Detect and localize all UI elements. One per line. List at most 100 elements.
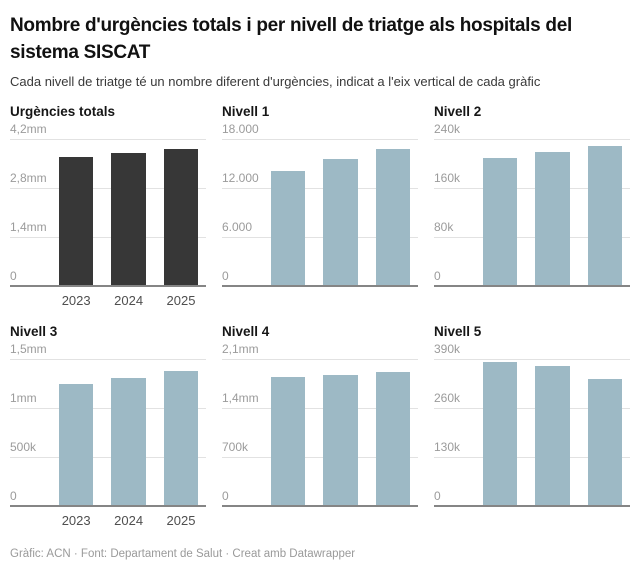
y-tick-label: 0 [10,269,17,283]
gridline [10,408,206,409]
y-tick-label: 700k [222,440,249,455]
bar-2023 [483,361,518,507]
bar-2024 [111,377,146,507]
chart-panel-2: Nivell 1 18.000 12.000 6.000 0 [222,104,418,308]
gridline [222,457,418,458]
bar-2023 [271,376,306,507]
chart-panel-6: Nivell 5 390k 260k 130k 0 [434,324,630,528]
gridline [434,359,630,360]
gridline [222,139,418,140]
gridline [10,188,206,189]
y-tick-label: 0 [10,489,17,503]
bar-2024 [535,366,570,507]
y-tick-label: 240k [434,122,461,136]
gridline [10,237,206,238]
page-title: Nombre d'urgències totals i per nivell d… [10,15,572,63]
x-axis-line [10,505,206,507]
chart-plot: 390k 260k 130k 0 [434,343,630,507]
bars-group [59,140,199,287]
chart-plot: 18.000 12.000 6.000 0 [222,123,418,287]
bars-group [59,360,199,507]
bar-2023 [59,383,94,507]
chart-plot: 4,2mm 2,8mm 1,4mm 0 [10,123,206,287]
gridline [434,457,630,458]
y-tick-label: 390k [434,342,461,356]
bar-2025 [375,371,411,507]
gridline [222,408,418,409]
bar-2023 [271,171,306,287]
chart-title: Urgències totals [10,104,116,119]
y-tick-label: 4,2mm [10,122,47,136]
x-tick-label: 2024 [114,293,144,308]
gridline [10,457,206,458]
x-tick-label: 2024 [114,513,144,528]
page-subtitle: Cada nivell de triatge té un nombre dife… [10,74,541,89]
bars-group [483,140,623,287]
gridline [222,237,418,238]
chart-panel-1: Urgències totals 4,2mm 2,8mm 1,4mm 0 2023 20… [10,104,206,308]
gridline [10,359,206,360]
bar-2023 [59,157,94,287]
chart-footer: Gràfic: ACN · Font: Departament de Salut… [10,548,356,560]
charts-grid: Urgències totals 4,2mm 2,8mm 1,4mm 0 2023 20… [10,104,630,528]
bar-2025 [163,149,199,287]
chart-title: Nivell 4 [222,324,270,339]
x-tick-label: 2023 [61,293,91,308]
y-tick-label: 160k [434,171,461,186]
chart-title: Nivell 2 [434,104,482,119]
bar-2024 [111,153,146,287]
bar-2023 [483,158,518,287]
x-axis-line [222,505,418,507]
bars-group [483,360,623,507]
x-tick-label: 2023 [61,513,91,528]
chart-title: Nivell 3 [10,324,58,339]
x-axis-line [434,285,630,287]
bar-2024 [323,374,358,507]
y-tick-label: 2,8mm [10,171,47,186]
x-axis-line [10,285,206,287]
x-axis-line [434,505,630,507]
bar-2025 [163,370,199,507]
bar-2025 [587,145,623,287]
chart-panel-3: Nivell 2 240k 160k 80k 0 [434,104,630,308]
bar-2025 [587,378,623,507]
gridline [434,188,630,189]
gridline [434,237,630,238]
y-tick-label: 80k [434,220,454,235]
chart-plot: 240k 160k 80k 0 [434,123,630,287]
chart-plot: 2,1mm 1,4mm 700k 0 [222,343,418,507]
x-tick-label: 2025 [166,293,196,308]
y-tick-label: 12.000 [222,171,259,186]
y-tick-label: 1,4mm [222,391,259,406]
y-tick-label: 0 [222,269,229,283]
y-tick-label: 0 [434,269,441,283]
y-tick-label: 1mm [10,391,37,406]
y-tick-label: 6.000 [222,220,253,235]
bar-2025 [375,148,411,287]
y-tick-label: 18.000 [222,122,259,136]
x-axis-labels: 2023 2024 2025 [59,287,198,308]
chart-panel-4: Nivell 3 1,5mm 1mm 500k 0 2023 2024 2025 [10,324,206,528]
chart-card: Nombre d'urgències totals i per nivell d… [10,12,630,561]
y-tick-label: 1,4mm [10,220,47,235]
y-tick-label: 0 [434,489,441,503]
chart-title: Nivell 1 [222,104,270,119]
x-tick-label: 2025 [166,513,196,528]
gridline [434,408,630,409]
y-tick-label: 0 [222,489,229,503]
gridline [222,359,418,360]
gridline [10,139,206,140]
chart-panel-5: Nivell 4 2,1mm 1,4mm 700k 0 [222,324,418,528]
gridline [222,188,418,189]
y-tick-label: 260k [434,391,461,406]
bars-group [271,140,411,287]
chart-plot: 1,5mm 1mm 500k 0 [10,343,206,507]
x-axis-labels: 2023 2024 2025 [59,507,198,528]
y-tick-label: 2,1mm [222,342,259,356]
bar-2024 [323,158,358,287]
chart-title: Nivell 5 [434,324,482,339]
x-axis-line [222,285,418,287]
bar-2024 [535,151,570,287]
y-tick-label: 130k [434,440,461,455]
bars-group [271,360,411,507]
